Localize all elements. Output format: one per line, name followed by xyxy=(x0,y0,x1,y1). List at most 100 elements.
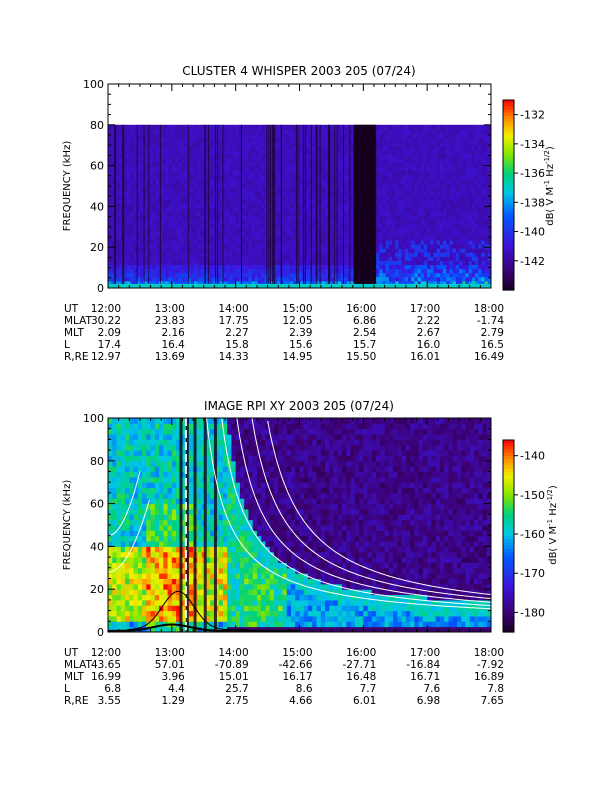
whisper-cell xyxy=(468,226,473,233)
whisper-cell xyxy=(238,230,243,237)
whisper-cell xyxy=(337,177,342,184)
whisper-cell xyxy=(277,206,281,212)
whisper-cell xyxy=(430,222,435,229)
whisper-cell xyxy=(248,255,253,261)
whisper-cell xyxy=(181,222,186,229)
whisper-cell xyxy=(162,259,166,266)
whisper-cell xyxy=(283,190,288,196)
whisper-colorbar-cell xyxy=(503,122,514,126)
whisper-cell xyxy=(423,226,428,233)
whisper-cell xyxy=(452,206,457,212)
whisper-cell xyxy=(439,157,444,164)
whisper-cell xyxy=(344,271,348,278)
whisper-cell xyxy=(465,153,470,159)
whisper-cell xyxy=(283,141,288,147)
whisper-cell xyxy=(449,263,454,270)
whisper-cell xyxy=(155,230,160,237)
whisper-cell xyxy=(299,218,304,225)
whisper-cell xyxy=(108,214,112,221)
whisper-cell xyxy=(471,157,476,164)
whisper-cell xyxy=(187,194,192,200)
whisper-cell xyxy=(321,259,326,266)
whisper-cell xyxy=(334,169,339,176)
whisper-cell xyxy=(337,165,342,172)
whisper-cell xyxy=(251,263,256,270)
whisper-cell xyxy=(312,161,316,168)
whisper-cell xyxy=(216,271,221,278)
whisper-cell xyxy=(165,194,170,200)
whisper-cell xyxy=(344,137,348,143)
whisper-cell xyxy=(108,210,112,217)
whisper-cell xyxy=(471,181,476,188)
whisper-cell xyxy=(452,165,457,172)
whisper-cell xyxy=(146,186,150,192)
whisper-cell xyxy=(350,153,355,159)
whisper-cell xyxy=(280,247,285,253)
whisper-cell xyxy=(439,243,444,249)
whisper-cell xyxy=(190,124,195,131)
whisper-cell xyxy=(382,263,387,270)
whisper-cell xyxy=(127,267,131,274)
whisper-cell xyxy=(484,169,489,176)
whisper-cell xyxy=(325,210,329,217)
whisper-cell xyxy=(385,149,390,155)
whisper-cell xyxy=(427,132,431,139)
whisper-cell xyxy=(210,173,214,180)
whisper-cell xyxy=(481,234,486,241)
whisper-cell xyxy=(299,202,304,208)
whisper-cell xyxy=(305,210,310,217)
whisper-cell xyxy=(123,259,128,266)
whisper-cell xyxy=(312,247,316,253)
whisper-cell xyxy=(242,210,246,217)
whisper-cell xyxy=(159,243,163,249)
whisper-cell xyxy=(273,157,278,164)
whisper-cell xyxy=(337,124,342,131)
whisper-cell xyxy=(159,218,163,225)
whisper-cell xyxy=(219,259,224,266)
whisper-cell xyxy=(248,222,253,229)
whisper-cell xyxy=(337,137,342,143)
whisper-cell xyxy=(159,157,163,164)
whisper-cell xyxy=(123,186,128,192)
whisper-cell xyxy=(162,194,166,200)
whisper-cell xyxy=(321,194,326,200)
whisper-cell xyxy=(452,145,457,151)
whisper-cell xyxy=(376,190,380,196)
whisper-stripe xyxy=(222,124,224,288)
whisper-cell xyxy=(414,173,419,180)
whisper-cell xyxy=(478,181,482,188)
whisper-cell xyxy=(127,243,131,249)
whisper-cell xyxy=(261,230,265,237)
whisper-cell xyxy=(111,173,115,180)
whisper-cell xyxy=(350,275,355,282)
whisper-cell xyxy=(334,210,339,217)
whisper-cell xyxy=(302,255,307,261)
whisper-cell xyxy=(420,239,425,245)
whisper-cell xyxy=(331,141,336,147)
whisper-cell xyxy=(468,255,473,261)
whisper-cell xyxy=(267,137,272,143)
whisper-cell xyxy=(133,263,138,270)
whisper-cell xyxy=(238,198,243,204)
whisper-cell xyxy=(146,169,150,176)
whisper-cell xyxy=(430,165,435,172)
whisper-cell xyxy=(254,226,259,233)
whisper-cell xyxy=(149,239,154,245)
whisper-cell xyxy=(293,234,297,241)
whisper-cell xyxy=(462,259,466,266)
whisper-cell xyxy=(449,214,454,221)
whisper-cell xyxy=(455,247,460,253)
whisper-cell xyxy=(149,263,154,270)
whisper-cell xyxy=(232,198,237,204)
whisper-cell xyxy=(219,263,224,270)
whisper-cell xyxy=(481,198,486,204)
whisper-cell xyxy=(133,255,138,261)
whisper-cell xyxy=(242,214,246,221)
whisper-cell xyxy=(197,186,202,192)
whisper-cell xyxy=(130,251,135,257)
whisper-cell xyxy=(200,255,205,261)
whisper-cell xyxy=(216,226,221,233)
whisper-cell xyxy=(216,267,221,274)
whisper-cell xyxy=(111,243,115,249)
whisper-cell xyxy=(414,218,419,225)
